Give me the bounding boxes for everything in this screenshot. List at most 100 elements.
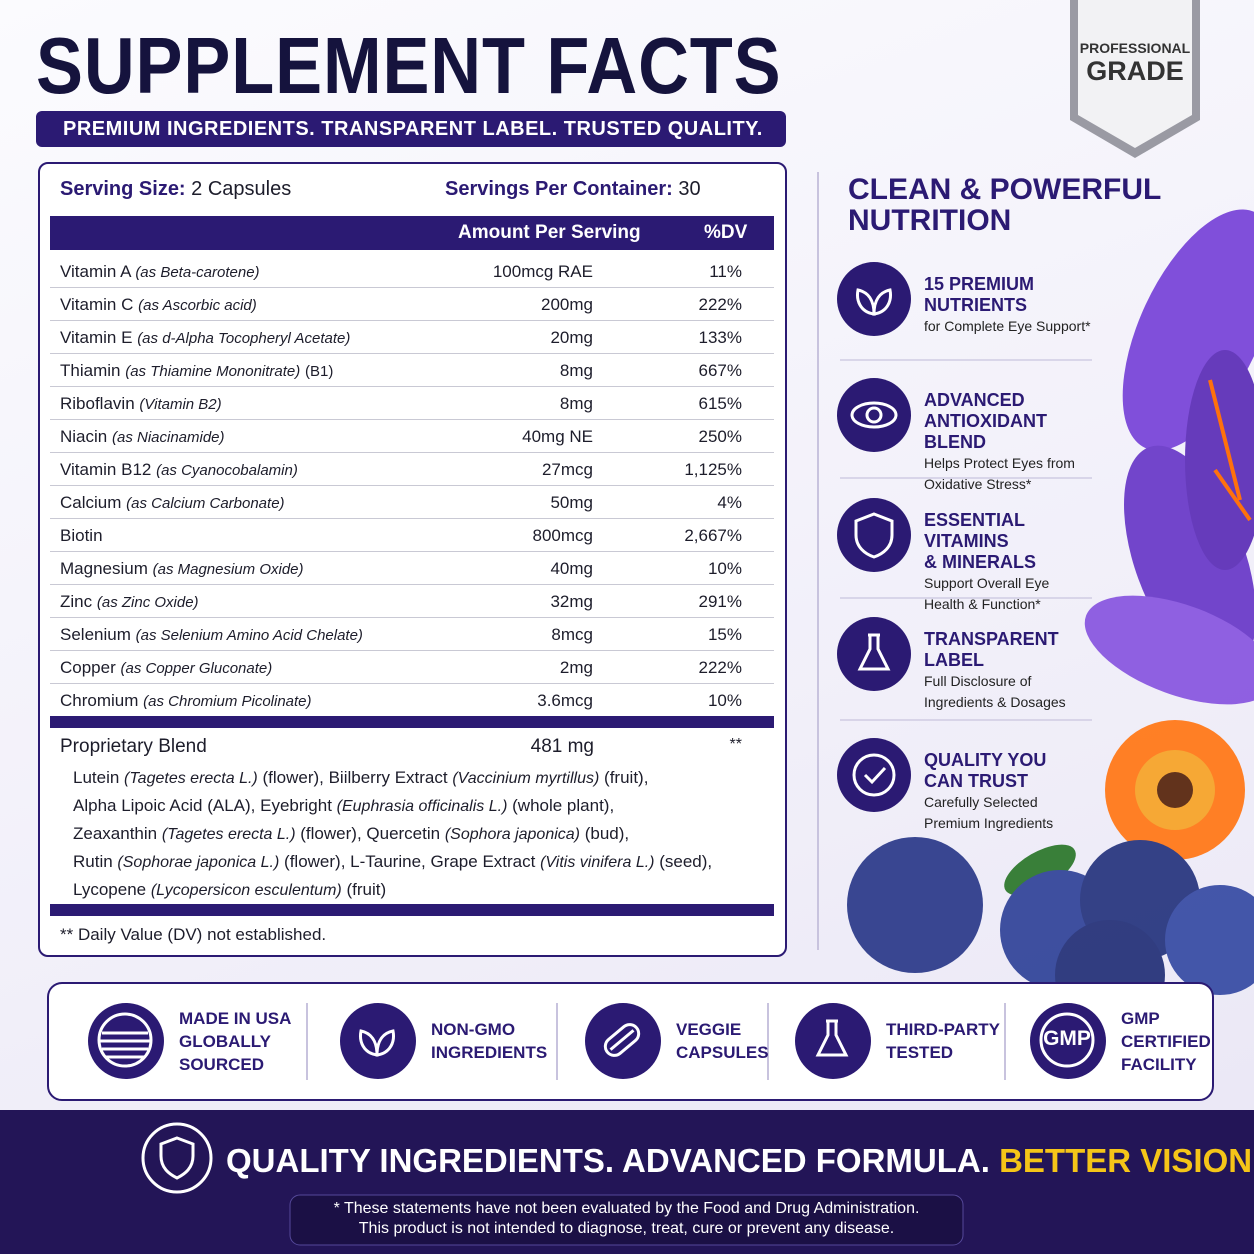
fact-row: Biotin 800mcg 2,667% (50, 519, 774, 552)
feature-title: LABEL (924, 650, 984, 670)
icon (585, 1003, 661, 1079)
feature-text: for Complete Eye Support* (924, 318, 1091, 334)
glyph (603, 1023, 641, 1057)
ingredient-text: (fruit), (599, 768, 649, 787)
ingredient-text: (flower), Quercetin (295, 824, 445, 843)
icon (795, 1003, 871, 1079)
feature-title: 15 PREMIUM (924, 274, 1035, 294)
slogan: QUALITY INGREDIENTS. ADVANCED FORMULA. B… (226, 1142, 1254, 1180)
amount: 2mg (559, 658, 593, 677)
blend-line: Lycopene (Lycopersicon esculentum) (frui… (73, 876, 770, 904)
badge-line: NON-GMO (431, 1020, 516, 1039)
ingredient-text: (flower), L-Taurine, Grape Extract (279, 852, 541, 871)
icon (88, 1003, 164, 1079)
nutrient-source: (as Calcium Carbonate) (126, 495, 285, 512)
badge-line: GRADE (1086, 56, 1184, 86)
glyph (815, 1019, 849, 1057)
nutrient: Selenium (as Selenium Amino Acid Chelate… (60, 618, 363, 652)
side-title: CLEAN & POWERFUL NUTRITION (848, 174, 1161, 236)
latin-name: (Sophora japonica) (444, 826, 581, 843)
nutrient-name: Niacin (60, 427, 108, 446)
col-amount: Amount Per Serving (458, 222, 641, 243)
nutrient: Magnesium (as Magnesium Oxide) (60, 552, 304, 586)
grade-badge: PROFESSIONAL GRADE (1078, 40, 1192, 87)
amount: 3.6mcg (537, 691, 593, 710)
nutrient: Vitamin B12 (as Cyanocobalamin) (60, 453, 298, 487)
latin-name: (Tagetes erecta L.) (124, 770, 258, 787)
nutrient-source: (as Cyanocobalamin) (156, 462, 298, 479)
serving-size: Serving Size: 2 Capsules (60, 178, 291, 201)
blend-ingredients: Lutein (Tagetes erecta L.) (flower), Bii… (73, 764, 770, 904)
glyph (852, 753, 896, 797)
fact-row: Niacin (as Niacinamide) 40mg NE 250% (50, 420, 774, 453)
amount: 50mg (550, 493, 593, 512)
fact-row: Chromium (as Chromium Picolinate) 3.6mcg 1… (50, 684, 774, 717)
fact-row: Vitamin B12 (as Cyanocobalamin) 27mcg 1,12… (50, 453, 774, 486)
badge-line: INGREDIENTS (431, 1043, 548, 1062)
nutrient: Biotin (60, 519, 103, 552)
nutrient: Chromium (as Chromium Picolinate) (60, 684, 312, 718)
badge-label: MADE IN USA GLOBALLY SOURCED (179, 1007, 291, 1076)
nutrient-suffix: (B1) (305, 363, 334, 380)
feature-title: & MINERALS (924, 552, 1036, 572)
ingredient-text: (flower), Biilberry Extract (257, 768, 453, 787)
feature: 15 PREMIUM NUTRIENTS for Complete Eye Supp… (924, 274, 1094, 337)
amount: 200mg (541, 295, 593, 314)
nutrient-source: (as Selenium Amino Acid Chelate) (135, 627, 363, 644)
nutrient-source: (Vitamin B2) (139, 396, 222, 413)
ingredient-text: Alpha Lipoic Acid (ALA), Eyebright (73, 796, 337, 815)
nutrient-source: (as Chromium Picolinate) (143, 693, 312, 710)
badge-line: CERTIFIED (1121, 1031, 1211, 1051)
feature-title: ESSENTIAL VITAMINS (924, 510, 1025, 551)
nutrient-name: Vitamin C (60, 295, 134, 314)
nutrient-name: Selenium (60, 625, 131, 644)
glyph (854, 512, 894, 559)
fact-row: Riboflavin (Vitamin B2) 8mg 615% (50, 387, 774, 420)
latin-name: (Sophorae japonica L.) (117, 854, 280, 871)
amount: 8mg (559, 394, 593, 413)
feature: QUALITY YOU CAN TRUST Carefully Selected Pr… (924, 750, 1094, 834)
fact-row: Vitamin C (as Ascorbic acid) 200mg 222% (50, 288, 774, 321)
footnote: ** Daily Value (DV) not established. (60, 925, 327, 944)
badge-line: GMP (1121, 1008, 1160, 1028)
latin-name: (Lycopersicon esculentum) (150, 882, 342, 899)
nutrient-name: Biotin (60, 526, 103, 545)
nutrient-name: Riboflavin (60, 394, 135, 413)
nutrient-source: (as d-Alpha Tocopheryl Acetate) (137, 330, 351, 347)
nutrient: Calcium (as Calcium Carbonate) (60, 486, 285, 520)
nutrient: Thiamin (as Thiamine Mononitrate) (B1) (60, 354, 333, 388)
glyph (97, 1012, 153, 1068)
latin-name: (Vaccinium myrtillus) (452, 770, 600, 787)
nutrient-name: Vitamin A (60, 262, 131, 281)
badge-line: GLOBALLY (179, 1031, 271, 1051)
icon (837, 262, 911, 336)
ingredient-text: (seed), (654, 852, 713, 871)
amount: 20mg (550, 328, 593, 347)
nutrient-name: Magnesium (60, 559, 148, 578)
ingredient-text: Lycopene (73, 880, 151, 899)
glyph (359, 1029, 395, 1057)
feature-text: Ingredients & Dosages (924, 694, 1066, 710)
badge-line: SOURCED (179, 1054, 265, 1074)
fact-row: Vitamin A (as Beta-carotene) 100mcg RAE 11… (50, 255, 774, 288)
feature-text: Helps Protect Eyes from (924, 455, 1075, 471)
latin-name: (Euphrasia officinalis L.) (336, 798, 508, 815)
amount: 40mg (550, 559, 593, 578)
fact-row: Calcium (as Calcium Carbonate) 50mg 4% (50, 486, 774, 519)
amount: 27mcg (541, 460, 593, 479)
badge-label: THIRD-PARTY TESTED (886, 1018, 1000, 1064)
value: 30 (678, 178, 701, 200)
blend: Proprietary Blend 481 mg ** Lutein (Tage… (60, 736, 770, 904)
feature-text: Full Disclosure of (924, 673, 1032, 689)
nutrient-name: Zinc (60, 592, 93, 611)
badge-line: THIRD-PARTY (886, 1020, 1000, 1039)
nutrient-name: Chromium (60, 691, 139, 710)
dv: 2,667% (684, 526, 742, 545)
feature: TRANSPARENT LABEL Full Disclosure of Ingred… (924, 629, 1094, 713)
line: * These statements have not been evaluat… (333, 1200, 920, 1217)
dv: 10% (707, 691, 742, 710)
dv: 4% (717, 493, 742, 512)
feature-title: CAN TRUST (924, 771, 1028, 791)
dv: 15% (707, 625, 742, 644)
